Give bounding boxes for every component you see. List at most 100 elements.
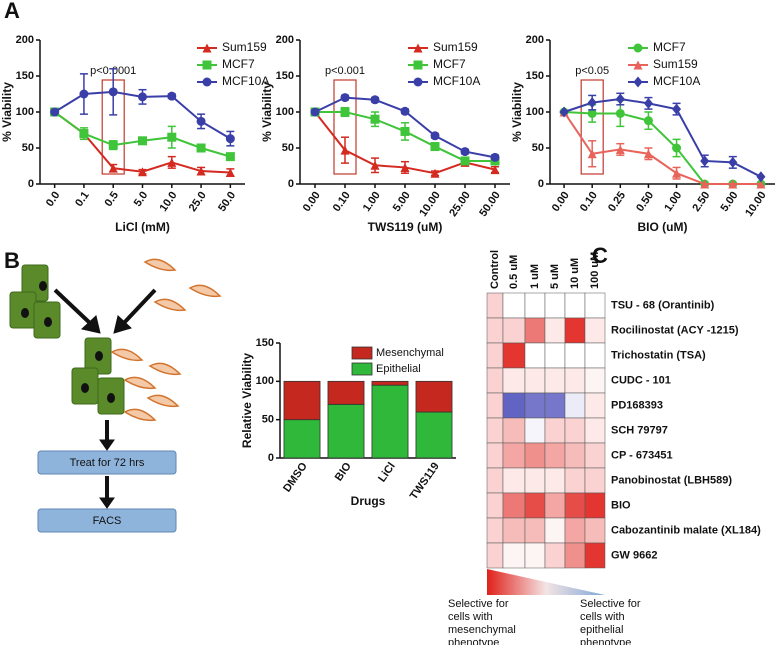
y-tick-label: 100 — [276, 106, 294, 118]
bar-segment — [327, 380, 365, 405]
y-tick-label: 100 — [526, 106, 544, 118]
x-tick-label: 5.00 — [391, 190, 413, 214]
heatmap-cell — [564, 442, 586, 469]
x-tick-label: 0.10 — [578, 190, 600, 214]
marker — [633, 43, 643, 53]
heatmap-cell — [544, 517, 566, 544]
annotation-box — [333, 79, 357, 175]
heatmap-cell — [524, 467, 546, 494]
y-tick-label: 150 — [276, 70, 294, 82]
marker — [225, 134, 235, 144]
marker — [430, 131, 440, 141]
heatmap-cell — [502, 317, 526, 344]
marker — [202, 77, 212, 87]
heatmap-cell — [486, 317, 504, 344]
marker — [340, 93, 350, 103]
marker — [672, 143, 682, 153]
heatmap-cell — [524, 542, 546, 569]
y-axis-title: % Viability — [510, 82, 524, 142]
annotation: p<0.001 — [325, 65, 365, 77]
y-tick-label: 0 — [538, 178, 544, 190]
heatmap-cell — [564, 517, 586, 544]
x-tick-label: DMSO — [281, 460, 310, 494]
bar-segment — [415, 411, 453, 459]
marker — [460, 156, 470, 166]
heatmap-cell — [564, 317, 586, 344]
x-tick-label: 5.00 — [719, 190, 741, 214]
y-axis-title: % Viability — [0, 82, 14, 142]
marker — [196, 116, 206, 126]
x-tick-label: 0.0 — [44, 190, 63, 209]
x-tick-label: 10.00 — [743, 190, 769, 219]
scale-label: Selective for — [448, 598, 509, 610]
heatmap-scale — [487, 569, 605, 595]
x-tick-label: 0.5 — [102, 190, 121, 209]
marker — [413, 43, 423, 53]
series-line — [563, 111, 761, 185]
heatmap-cell — [502, 367, 526, 394]
heatmap-cell — [584, 367, 606, 394]
marker — [202, 60, 212, 70]
marker — [643, 116, 653, 126]
heatmap-cell — [502, 467, 526, 494]
marker — [756, 171, 766, 183]
marker — [196, 166, 206, 176]
heatmap-cell — [544, 392, 566, 419]
heatmap-cell — [584, 292, 606, 319]
y-axis-title: Relative Viability — [240, 353, 254, 448]
y-tick-label: 50 — [282, 142, 294, 154]
scale-label: mesenchymal — [448, 624, 516, 636]
legend-label: MCF10A — [222, 74, 269, 88]
legend-label: Mesenchymal — [376, 347, 444, 359]
heatmap-cell — [544, 417, 566, 444]
marker — [643, 149, 653, 159]
heatmap-cell — [564, 392, 586, 419]
marker — [615, 93, 625, 105]
heatmap-cell — [486, 442, 504, 469]
heatmap-cell — [584, 517, 606, 544]
bar-segment — [283, 380, 321, 421]
marker — [108, 163, 118, 173]
marker — [225, 167, 235, 177]
heatmap-cell — [486, 292, 504, 319]
x-tick-label: 0.00 — [550, 190, 572, 214]
marker — [700, 179, 710, 189]
y-tick-label: 200 — [276, 34, 294, 46]
y-tick-label: 0 — [288, 178, 294, 190]
marker — [430, 142, 440, 152]
x-tick-label: 2.50 — [690, 190, 712, 214]
legend-label: MCF10A — [433, 74, 480, 88]
legend-label: MCF7 — [653, 40, 686, 54]
heatmap-cell — [502, 442, 526, 469]
heatmap-cell — [564, 492, 586, 519]
marker — [167, 157, 177, 167]
bar-segment — [371, 380, 409, 386]
panel-label: B — [4, 248, 20, 273]
heatmap-cell — [584, 342, 606, 369]
legend-swatch — [351, 362, 373, 376]
column-label: 10 uM — [569, 258, 581, 289]
heatmap-cell — [584, 417, 606, 444]
marker — [340, 145, 350, 155]
heatmap-cell — [544, 342, 566, 369]
heatmap-cell — [564, 292, 586, 319]
x-tick-label: 25.0 — [187, 190, 209, 214]
marker — [167, 91, 177, 101]
marker — [700, 155, 710, 167]
scale-label: cells with — [580, 611, 625, 623]
y-tick-label: 100 — [16, 106, 34, 118]
x-tick-label: 0.1 — [73, 190, 92, 209]
y-tick-label: 150 — [256, 337, 274, 349]
heatmap-cell — [584, 317, 606, 344]
heatmap-cell — [584, 492, 606, 519]
column-label: Control — [489, 250, 501, 289]
heatmap-cell — [544, 542, 566, 569]
scale-label: Selective for — [580, 598, 641, 610]
scale-label: epithelial — [580, 624, 623, 636]
marker — [138, 92, 147, 102]
y-tick-label: 150 — [16, 70, 34, 82]
heatmap-cell — [524, 292, 546, 319]
heatmap-cell — [524, 392, 546, 419]
legend-label: Sum159 — [433, 40, 478, 54]
